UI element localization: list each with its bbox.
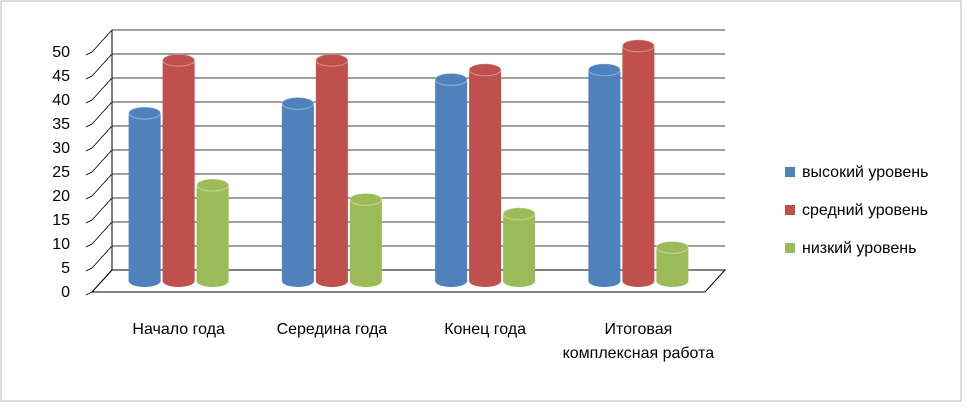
x-tick-label: Итоговая комплексная работа [562, 321, 715, 362]
bar-top [468, 63, 502, 77]
bar [128, 106, 162, 287]
grid-line [85, 197, 725, 224]
bar-base [162, 275, 195, 287]
bar-top [502, 207, 536, 221]
bar-top [434, 72, 468, 86]
bar-base [349, 275, 382, 287]
y-tick-label: 25 [52, 164, 70, 181]
legend-label: средний уровень [802, 202, 928, 219]
y-tick-label: 35 [52, 116, 70, 133]
bar-body [503, 213, 536, 281]
x-tick-label: Середина года [276, 321, 388, 338]
bar-base [281, 275, 314, 287]
bar [468, 63, 502, 287]
legend-swatch [785, 205, 795, 215]
grid-line [85, 149, 725, 176]
grid-line [85, 269, 725, 296]
x-tick-label: Начало года [132, 321, 225, 338]
bar-top [315, 53, 349, 67]
grid-line [85, 173, 725, 200]
bar [162, 53, 196, 287]
bar-top [655, 240, 689, 254]
y-tick-label: 0 [61, 284, 70, 301]
bar-top [281, 96, 315, 110]
bar [349, 192, 383, 287]
legend-swatch [785, 167, 795, 177]
y-tick-label: 10 [52, 236, 70, 253]
legend-swatch [785, 243, 795, 253]
grid-line [85, 245, 725, 272]
bar-top [196, 178, 230, 192]
bar-body [588, 69, 621, 281]
bar-top [162, 53, 196, 67]
bar-base [435, 275, 468, 287]
grid-line [85, 221, 725, 248]
bar-body [349, 199, 382, 281]
grid-line [85, 125, 725, 152]
bar-body [196, 185, 229, 281]
bar [621, 39, 655, 287]
bar-body [128, 113, 161, 281]
y-tick-label: 50 [52, 44, 70, 61]
y-tick-label: 45 [52, 68, 70, 85]
grid-line [85, 101, 725, 128]
bar-top [349, 192, 383, 206]
bar [587, 63, 621, 287]
x-tick-label: Конец года [444, 321, 527, 338]
bar [281, 96, 315, 287]
bar-base [622, 275, 655, 287]
bar-base [128, 275, 161, 287]
bar-base [315, 275, 348, 287]
bar-top [587, 63, 621, 77]
bar-base [196, 275, 229, 287]
bar-body [162, 60, 195, 282]
bar [434, 72, 468, 287]
bar-body [469, 69, 502, 281]
bar-top [621, 39, 655, 53]
y-tick-label: 20 [52, 188, 70, 205]
y-tick-label: 30 [52, 140, 70, 157]
bar-base [469, 275, 502, 287]
bar [655, 240, 689, 287]
bar [196, 178, 230, 287]
bar [502, 207, 536, 287]
grid-line [85, 77, 725, 104]
legend-label: высокий уровень [802, 164, 928, 181]
y-tick-label: 15 [52, 212, 70, 229]
bar-top [128, 106, 162, 120]
grid-line [85, 53, 725, 80]
grid-line [85, 29, 725, 56]
bar-body [622, 45, 655, 281]
bar-base [503, 275, 536, 287]
bar-base [588, 275, 621, 287]
bar-body [281, 103, 314, 282]
legend-label: низкий уровень [802, 240, 916, 257]
bar-base [656, 275, 689, 287]
y-tick-label: 5 [61, 260, 70, 277]
bar [315, 53, 349, 287]
bar-body [435, 79, 468, 282]
y-tick-label: 40 [52, 92, 70, 109]
bar-body [315, 60, 348, 282]
